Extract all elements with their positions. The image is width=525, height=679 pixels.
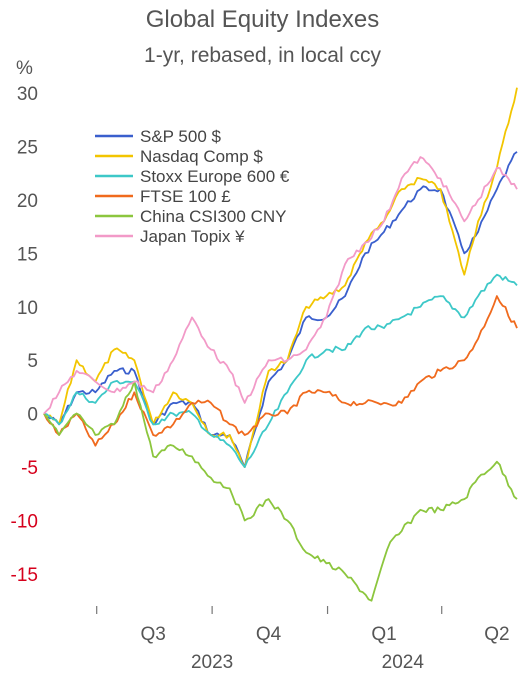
x-quarter-label: Q3 <box>140 624 165 645</box>
x-year-label: 2023 <box>191 652 233 673</box>
y-unit-label: % <box>16 58 33 79</box>
chart-subtitle: 1-yr, rebased, in local ccy <box>144 44 381 67</box>
y-tick-label: -10 <box>11 512 38 533</box>
x-quarter-label: Q1 <box>371 624 396 645</box>
legend-label-china-csi300-cny: China CSI300 CNY <box>140 207 286 226</box>
legend-label-s-p-500: S&P 500 $ <box>140 127 222 146</box>
chart-title: Global Equity Indexes <box>145 6 380 33</box>
legend-label-japan-topix: Japan Topix ¥ <box>140 227 245 246</box>
legend-label-nasdaq-comp: Nasdaq Comp $ <box>140 147 263 166</box>
series-line-stoxx-europe-600 <box>43 273 518 468</box>
y-tick-label: 10 <box>17 298 38 319</box>
series-line-nasdaq-comp <box>43 87 518 468</box>
series-line-china-csi300-cny <box>43 380 518 602</box>
y-tick-label: 20 <box>17 191 38 212</box>
legend-label-ftse-100: FTSE 100 £ <box>140 187 231 206</box>
y-tick-label: 5 <box>27 351 38 372</box>
x-year-label: 2024 <box>382 652 425 673</box>
series-line-ftse-100 <box>43 295 518 447</box>
y-tick-label: -5 <box>21 458 38 479</box>
y-tick-label: 30 <box>17 84 38 105</box>
x-quarter-label: Q2 <box>484 624 509 645</box>
y-tick-label: -15 <box>11 565 38 586</box>
x-quarter-label: Q4 <box>256 624 282 645</box>
series-line-japan-topix <box>43 156 518 415</box>
y-tick-label: 15 <box>17 244 38 265</box>
y-tick-label: 25 <box>17 137 38 158</box>
series-line-s-p-500 <box>43 151 518 468</box>
legend-label-stoxx-europe-600: Stoxx Europe 600 € <box>140 167 290 186</box>
y-tick-label: 0 <box>27 405 38 426</box>
